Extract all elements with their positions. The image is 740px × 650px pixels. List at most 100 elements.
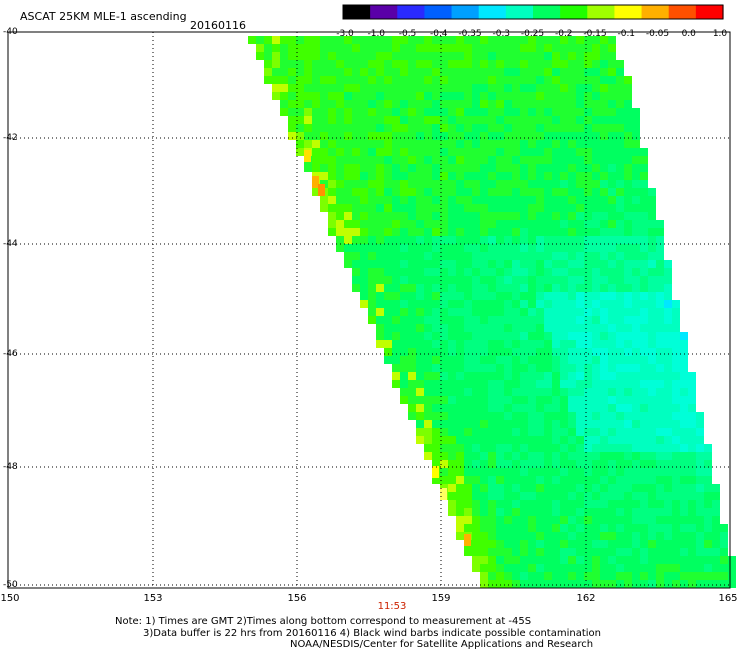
lat-label: -48 [3, 462, 18, 472]
swath-cell [472, 500, 480, 508]
swath-cell [400, 108, 408, 116]
swath-cell [656, 244, 664, 252]
swath-cell [480, 420, 488, 428]
swath-cell [360, 44, 368, 52]
swath-cell [512, 484, 520, 492]
swath-cell [528, 68, 536, 76]
swath-cell [528, 364, 536, 372]
swath-cell [312, 164, 320, 172]
swath-cell [568, 508, 576, 516]
swath-cell [584, 308, 592, 316]
colorbar-label: -0.2 [554, 29, 573, 39]
swath-cell [520, 172, 528, 180]
swath-cell [512, 220, 520, 228]
swath-cell [560, 332, 568, 340]
swath-cell [536, 572, 544, 580]
swath-cell [592, 396, 600, 404]
swath-cell [456, 212, 464, 220]
swath-cell [560, 132, 568, 140]
swath-cell [584, 500, 592, 508]
swath-cell [512, 164, 520, 172]
swath-cell [336, 156, 344, 164]
swath-cell [512, 524, 520, 532]
swath-cell [408, 220, 416, 228]
colorbar-swatch [505, 5, 534, 19]
swath-cell [264, 52, 272, 60]
swath-cell [384, 84, 392, 92]
swath-cell [584, 420, 592, 428]
swath-cell [544, 180, 552, 188]
swath-cell [592, 100, 600, 108]
swath-cell [552, 188, 560, 196]
swath-cell [528, 204, 536, 212]
swath-cell [488, 388, 496, 396]
swath-cell [432, 212, 440, 220]
swath-cell [496, 244, 504, 252]
swath-cell [488, 188, 496, 196]
swath-cell [536, 380, 544, 388]
swath-cell [408, 396, 416, 404]
swath-cell [344, 116, 352, 124]
swath-cell [584, 268, 592, 276]
swath-cell [456, 228, 464, 236]
swath-cell [728, 556, 736, 564]
swath-cell [616, 76, 624, 84]
swath-cell [376, 156, 384, 164]
swath-cell [352, 140, 360, 148]
swath-cell [448, 356, 456, 364]
swath-cell [648, 572, 656, 580]
swath-cell [608, 548, 616, 556]
swath-cell [504, 116, 512, 124]
swath-cell [568, 172, 576, 180]
swath-cell [496, 324, 504, 332]
swath-cell [560, 412, 568, 420]
swath-cell [616, 220, 624, 228]
swath-cell [464, 444, 472, 452]
swath-cell [616, 372, 624, 380]
swath-cell [296, 76, 304, 84]
swath-cell [688, 476, 696, 484]
swath-cell [544, 156, 552, 164]
swath-cell [448, 244, 456, 252]
swath-cell [600, 252, 608, 260]
swath-cell [624, 580, 632, 588]
swath-cell [392, 156, 400, 164]
swath-cell [528, 572, 536, 580]
swath-cell [504, 260, 512, 268]
swath-cell [568, 372, 576, 380]
swath-cell [544, 356, 552, 364]
swath-cell [680, 436, 688, 444]
swath-cell [496, 372, 504, 380]
swath-cell [608, 124, 616, 132]
swath-cell [632, 516, 640, 524]
swath-cell [616, 92, 624, 100]
swath-cell [664, 492, 672, 500]
swath-cell [616, 316, 624, 324]
swath-cell [560, 532, 568, 540]
swath-cell [368, 212, 376, 220]
swath-cell [392, 364, 400, 372]
swath-cell [688, 444, 696, 452]
swath-cell [608, 476, 616, 484]
swath-cell [480, 412, 488, 420]
swath-cell [536, 228, 544, 236]
swath-cell [704, 460, 712, 468]
swath-cell [536, 468, 544, 476]
swath-cell [456, 156, 464, 164]
swath-cell [656, 564, 664, 572]
swath-cell [656, 220, 664, 228]
swath-cell [400, 188, 408, 196]
swath-cell [536, 212, 544, 220]
lon-label: 156 [287, 593, 307, 604]
swath-cell [536, 284, 544, 292]
swath-cell [512, 468, 520, 476]
swath-cell [680, 564, 688, 572]
swath-cell [416, 340, 424, 348]
swath-cell [616, 580, 624, 588]
swath-cell [704, 468, 712, 476]
swath-cell [496, 452, 504, 460]
swath-cell [456, 172, 464, 180]
swath-cell [472, 332, 480, 340]
swath-cell [672, 484, 680, 492]
swath-cell [464, 388, 472, 396]
